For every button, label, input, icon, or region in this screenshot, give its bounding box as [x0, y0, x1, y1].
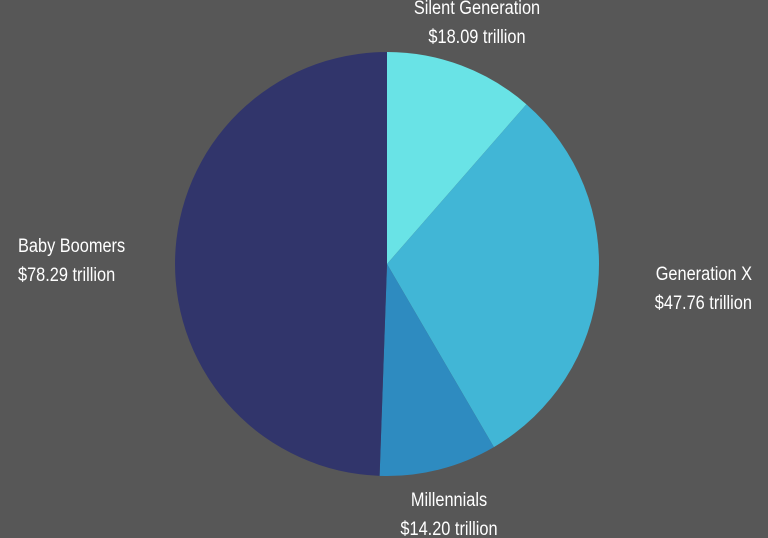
label-silent-generation-value: $18.09 trillion: [428, 27, 526, 48]
pie-slice-generation-x: [387, 104, 599, 448]
label-millennials-value: $14.20 trillion: [400, 519, 498, 538]
label-generation-x-value: $47.76 trillion: [654, 293, 752, 314]
label-baby-boomers-name: Baby Boomers: [18, 236, 126, 257]
label-baby-boomers: Baby Boomers $78.29 trillion: [18, 232, 207, 290]
label-baby-boomers-value: $78.29 trillion: [18, 265, 116, 286]
pie-slices: [175, 52, 599, 476]
label-millennials: Millennials $14.20 trillion: [363, 486, 535, 538]
pie-slice-millennials: [379, 264, 494, 476]
pie-slice-silent-generation: [387, 52, 527, 264]
label-silent-generation: Silent Generation $18.09 trillion: [391, 0, 563, 52]
label-millennials-name: Millennials: [410, 490, 488, 511]
pie-slice-baby-boomers: [175, 52, 387, 476]
label-silent-generation-name: Silent Generation: [413, 0, 541, 19]
label-generation-x: Generation X $47.76 trillion: [580, 260, 752, 318]
label-generation-x-name: Generation X: [655, 264, 752, 285]
